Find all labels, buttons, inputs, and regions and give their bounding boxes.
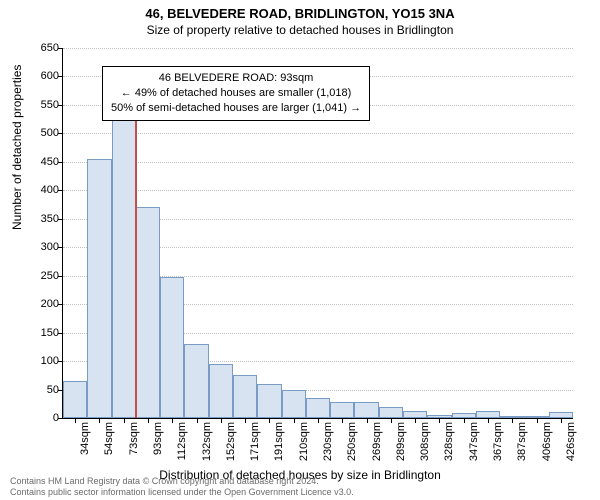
x-tick-label: 73sqm	[128, 422, 140, 455]
annotation-line: ← 49% of detached houses are smaller (1,…	[111, 86, 361, 101]
y-tick-label: 350	[19, 213, 59, 225]
gridline	[63, 133, 573, 134]
x-tick-mark	[99, 418, 100, 423]
histogram-bar	[87, 159, 111, 418]
x-tick-label: 34sqm	[79, 422, 91, 455]
x-tick-label: 289sqm	[395, 422, 407, 461]
x-tick-label: 328sqm	[443, 422, 455, 461]
x-tick-label: 406sqm	[541, 422, 553, 461]
histogram-bar	[282, 390, 306, 418]
x-tick-mark	[124, 418, 125, 423]
histogram-bar	[403, 411, 427, 418]
x-tick-label: 367sqm	[492, 422, 504, 461]
x-tick-mark	[172, 418, 173, 423]
histogram-bar	[63, 381, 87, 418]
x-tick-mark	[294, 418, 295, 423]
x-tick-mark	[221, 418, 222, 423]
y-tick-label: 0	[19, 412, 59, 424]
y-tick-label: 550	[19, 99, 59, 111]
y-tick-label: 50	[19, 384, 59, 396]
histogram-bar	[306, 398, 330, 418]
x-tick-label: 152sqm	[225, 422, 237, 461]
x-tick-label: 112sqm	[176, 422, 188, 460]
x-tick-mark	[367, 418, 368, 423]
footer-line: Contains public sector information licen…	[10, 487, 354, 498]
page-title: 46, BELVEDERE ROAD, BRIDLINGTON, YO15 3N…	[0, 0, 600, 23]
footer-attribution: Contains HM Land Registry data © Crown c…	[10, 476, 354, 498]
gridline	[63, 190, 573, 191]
x-tick-label: 93sqm	[152, 422, 164, 455]
y-tick-label: 200	[19, 298, 59, 310]
histogram-bar	[160, 277, 184, 418]
x-tick-label: 230sqm	[322, 422, 334, 461]
x-tick-mark	[512, 418, 513, 423]
x-tick-mark	[75, 418, 76, 423]
x-tick-mark	[391, 418, 392, 423]
x-tick-label: 191sqm	[273, 422, 285, 461]
x-tick-mark	[197, 418, 198, 423]
page-subtitle: Size of property relative to detached ho…	[0, 23, 600, 39]
x-tick-mark	[561, 418, 562, 423]
x-tick-mark	[342, 418, 343, 423]
y-tick-label: 100	[19, 355, 59, 367]
x-tick-mark	[537, 418, 538, 423]
y-tick-label: 600	[19, 70, 59, 82]
x-tick-label: 171sqm	[249, 422, 261, 461]
x-tick-mark	[464, 418, 465, 423]
histogram-bar	[233, 375, 257, 418]
chart-area: 0501001502002503003504004505005506006503…	[62, 48, 572, 418]
x-tick-label: 308sqm	[419, 422, 431, 461]
y-tick-label: 400	[19, 184, 59, 196]
y-tick-label: 450	[19, 156, 59, 168]
property-marker-line	[135, 99, 137, 418]
gridline	[63, 48, 573, 49]
x-tick-label: 269sqm	[371, 422, 383, 461]
y-tick-label: 250	[19, 270, 59, 282]
x-tick-mark	[415, 418, 416, 423]
histogram-bar	[476, 411, 500, 418]
x-tick-label: 426sqm	[565, 422, 577, 461]
histogram-bar	[379, 407, 403, 418]
x-tick-label: 54sqm	[103, 422, 115, 455]
histogram-bar	[330, 402, 354, 418]
histogram-bar	[184, 344, 208, 418]
x-tick-label: 132sqm	[201, 422, 213, 461]
y-tick-label: 650	[19, 42, 59, 54]
histogram-bar	[112, 119, 136, 418]
x-tick-mark	[488, 418, 489, 423]
x-tick-mark	[245, 418, 246, 423]
annotation-line: 46 BELVEDERE ROAD: 93sqm	[111, 71, 361, 86]
x-tick-label: 210sqm	[298, 422, 310, 461]
x-tick-mark	[148, 418, 149, 423]
x-tick-mark	[269, 418, 270, 423]
y-tick-label: 300	[19, 241, 59, 253]
x-tick-mark	[439, 418, 440, 423]
histogram-bar	[136, 207, 160, 418]
y-tick-label: 150	[19, 327, 59, 339]
histogram-bar	[209, 364, 233, 418]
footer-line: Contains HM Land Registry data © Crown c…	[10, 476, 354, 487]
x-tick-label: 347sqm	[468, 422, 480, 461]
x-tick-label: 387sqm	[516, 422, 528, 461]
annotation-line: 50% of semi-detached houses are larger (…	[111, 101, 361, 116]
annotation-box: 46 BELVEDERE ROAD: 93sqm ← 49% of detach…	[102, 66, 370, 121]
y-tick-label: 500	[19, 127, 59, 139]
x-tick-mark	[318, 418, 319, 423]
y-axis-label: Number of detached properties	[10, 65, 24, 230]
histogram-bar	[257, 384, 281, 418]
x-tick-label: 250sqm	[346, 422, 358, 461]
gridline	[63, 162, 573, 163]
histogram-bar	[354, 402, 378, 418]
